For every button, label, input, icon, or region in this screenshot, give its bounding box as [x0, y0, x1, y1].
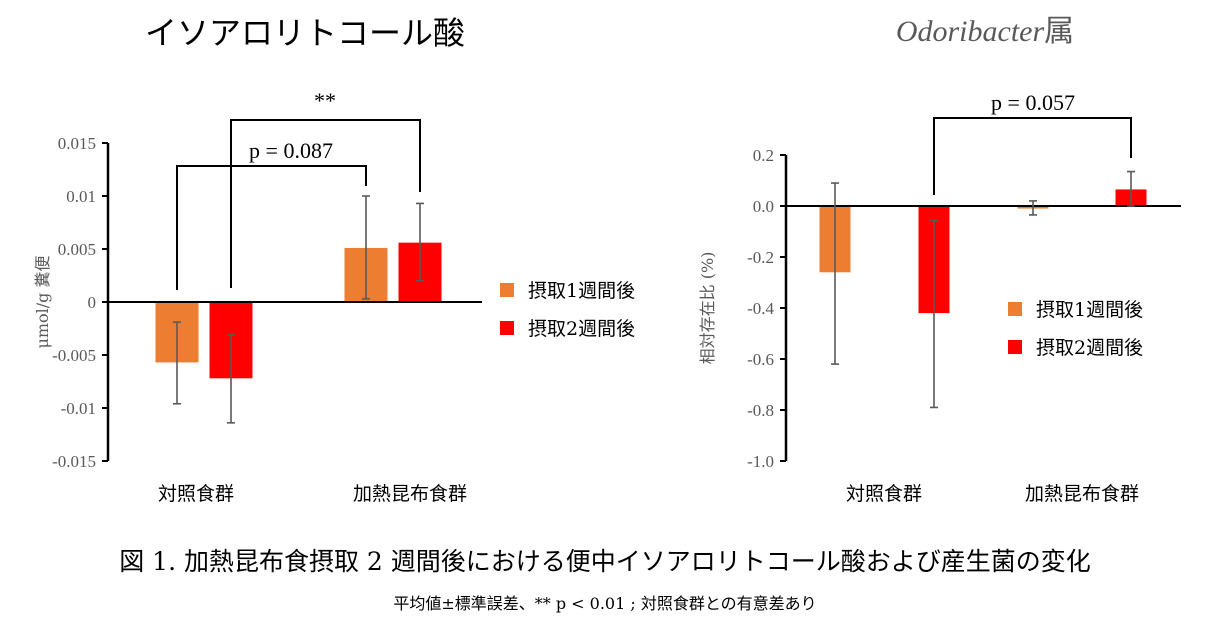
y-tick-label: -0.4	[747, 299, 774, 318]
chart-title: Odoribacter属	[896, 14, 1074, 49]
legend-swatch	[500, 321, 514, 335]
y-tick-label: -0.005	[52, 346, 96, 365]
y-tick-label: -0.01	[61, 399, 96, 418]
y-tick-label: 0.005	[58, 240, 96, 259]
chart-title-suffix: 属	[1044, 14, 1074, 49]
legend-label: 摂取2週間後	[528, 318, 635, 340]
figure-caption: 図 1. 加熱昆布食摂取 2 週間後における便中イソアロリトコール酸および産生菌…	[119, 547, 1091, 576]
chart-isoallolithocholic-acid: イソアロリトコール酸 0.015 0.01 0.005 0 -0.005 -0.01 -0.0…	[33, 14, 635, 505]
significance-bracket	[230, 119, 421, 288]
chart-title-italic: Odoribacter	[896, 15, 1045, 48]
y-axis-label: 相対存在比 (%)	[698, 252, 717, 365]
x-category-label: 対照食群	[846, 483, 922, 505]
legend-swatch	[1008, 340, 1022, 354]
y-tick-label: 0.015	[58, 134, 96, 153]
y-tick-label: 0.0	[753, 197, 774, 216]
legend-label: 摂取1週間後	[528, 280, 635, 302]
x-category-label: 対照食群	[158, 483, 234, 505]
y-tick-label: 0.01	[66, 187, 96, 206]
chart-odoribacter: Odoribacter属 0.2 0.0 -0.2 -0.4 -0.6 -0.8 -1.0 相対…	[698, 14, 1181, 505]
y-tick-label: 0.2	[753, 146, 774, 165]
significance-label: **	[314, 88, 336, 113]
y-tick-label: -0.2	[747, 248, 774, 267]
y-tick-label: -0.6	[747, 350, 774, 369]
y-tick-label: -1.0	[747, 452, 774, 471]
figure-note: 平均値±標準誤差、** p < 0.01 ; 対照食群との有意差あり	[393, 594, 816, 613]
y-axis-label: μmol/g 糞便	[33, 255, 52, 348]
legend-label: 摂取1週間後	[1036, 299, 1143, 321]
significance-label: p = 0.087	[249, 138, 333, 163]
significance-bracket	[176, 165, 367, 290]
y-tick-label: -0.8	[747, 401, 774, 420]
legend-label: 摂取2週間後	[1036, 337, 1143, 359]
x-category-label: 加熱昆布食群	[353, 483, 467, 505]
y-tick-label: -0.015	[52, 452, 96, 471]
significance-bracket	[933, 117, 1132, 195]
x-category-label: 加熱昆布食群	[1025, 483, 1139, 505]
legend-swatch	[500, 283, 514, 297]
chart-title: イソアロリトコール酸	[145, 14, 465, 52]
significance-label: p = 0.057	[991, 90, 1075, 115]
legend-swatch	[1008, 302, 1022, 316]
y-tick-label: 0	[88, 293, 97, 312]
